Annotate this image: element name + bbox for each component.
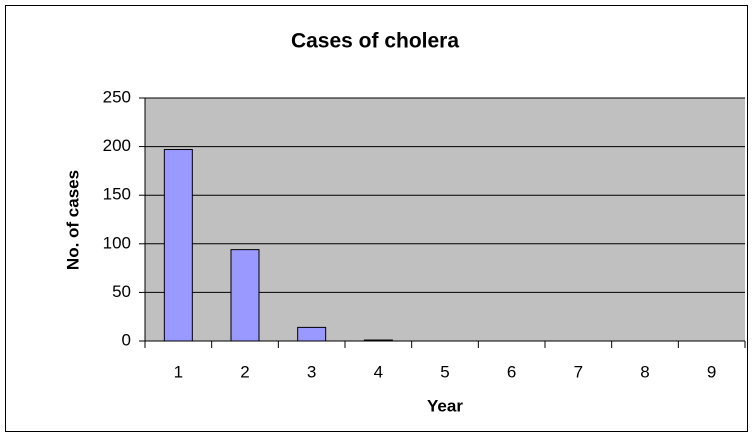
bar: [230, 249, 260, 342]
x-tick-label: 1: [174, 362, 183, 381]
x-tick-label: 3: [307, 362, 316, 381]
x-tick-label: 5: [440, 362, 449, 381]
bar: [163, 149, 193, 342]
y-tick-label: 0: [122, 330, 131, 349]
y-tick-label: 50: [112, 282, 131, 301]
x-axis-label: Year: [427, 396, 463, 415]
y-axis-label: No. of cases: [63, 170, 82, 270]
x-tick-label: 9: [707, 362, 716, 381]
y-tick-label: 250: [103, 87, 131, 106]
chart-title: Cases of cholera: [291, 30, 459, 53]
x-tick-label: 2: [240, 362, 249, 381]
y-tick-label: 200: [103, 136, 131, 155]
x-tick-label: 4: [374, 362, 383, 381]
y-tick-label: 150: [103, 185, 131, 204]
bar: [297, 326, 327, 342]
x-tick-label: 7: [574, 362, 583, 381]
x-tick-label: 6: [507, 362, 516, 381]
x-tick-label: 8: [640, 362, 649, 381]
y-tick-label: 100: [103, 233, 131, 252]
